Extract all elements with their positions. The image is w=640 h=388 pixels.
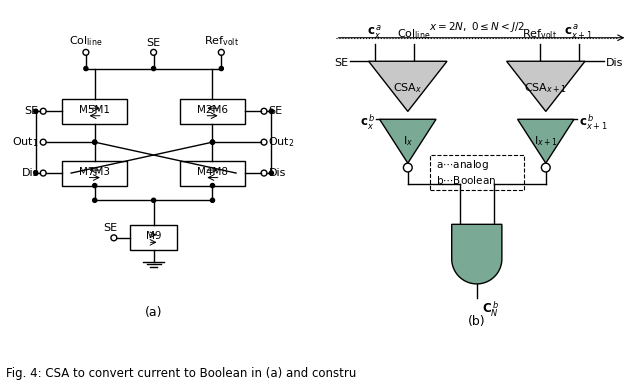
Text: a$\cdots$analog: a$\cdots$analog xyxy=(436,158,489,172)
Text: Dis: Dis xyxy=(605,58,623,68)
Text: Out$_2$: Out$_2$ xyxy=(268,135,295,149)
Text: SE: SE xyxy=(147,38,161,48)
Text: Out$_1$: Out$_1$ xyxy=(12,135,39,149)
Circle shape xyxy=(152,66,156,71)
Text: (b): (b) xyxy=(468,315,486,328)
Circle shape xyxy=(269,109,273,113)
Polygon shape xyxy=(518,119,574,163)
Circle shape xyxy=(93,140,97,144)
Text: Col$_{\rm line}$: Col$_{\rm line}$ xyxy=(397,28,431,42)
Text: $\mathbf{C}_N^{\,b}$: $\mathbf{C}_N^{\,b}$ xyxy=(481,300,499,319)
Text: b$\cdots$Boolean: b$\cdots$Boolean xyxy=(436,174,496,186)
Circle shape xyxy=(93,198,97,203)
Text: SE: SE xyxy=(334,58,348,68)
Text: M2M6: M2M6 xyxy=(197,105,228,115)
Circle shape xyxy=(211,140,214,144)
Text: CSA$_x$: CSA$_x$ xyxy=(393,81,422,95)
Text: $\mathbf{c}_{x+1}^{\,a}$: $\mathbf{c}_{x+1}^{\,a}$ xyxy=(564,24,593,42)
Bar xyxy=(180,99,245,124)
Text: SE: SE xyxy=(103,223,117,232)
Circle shape xyxy=(34,109,38,113)
Circle shape xyxy=(84,66,88,71)
Text: CSA$_{x+1}$: CSA$_{x+1}$ xyxy=(524,81,567,95)
Polygon shape xyxy=(507,61,585,111)
Circle shape xyxy=(93,184,97,188)
Circle shape xyxy=(211,198,214,203)
Text: Fig. 4: CSA to convert current to Boolean in (a) and constru: Fig. 4: CSA to convert current to Boolea… xyxy=(6,367,356,380)
Text: M7M3: M7M3 xyxy=(79,166,110,177)
Circle shape xyxy=(211,184,214,188)
Circle shape xyxy=(220,66,223,71)
Polygon shape xyxy=(369,61,447,111)
Text: $\mathbf{c}_x^{\,a}$: $\mathbf{c}_x^{\,a}$ xyxy=(367,24,382,42)
Text: M4M8: M4M8 xyxy=(197,166,228,177)
Circle shape xyxy=(403,163,412,172)
Bar xyxy=(180,161,245,185)
Text: SE: SE xyxy=(268,106,282,116)
Circle shape xyxy=(93,140,97,144)
Text: I$_x$: I$_x$ xyxy=(403,134,413,148)
Text: SE: SE xyxy=(25,106,39,116)
Text: Ref$_{\rm volt}$: Ref$_{\rm volt}$ xyxy=(522,28,557,42)
Text: Col$_{\rm line}$: Col$_{\rm line}$ xyxy=(69,34,102,48)
Circle shape xyxy=(152,198,156,203)
Text: M9: M9 xyxy=(146,231,161,241)
Text: M5M1: M5M1 xyxy=(79,105,110,115)
Polygon shape xyxy=(380,119,436,163)
Text: $\mathbf{c}_{x+1}^{\,b}$: $\mathbf{c}_{x+1}^{\,b}$ xyxy=(579,113,607,132)
Polygon shape xyxy=(452,224,502,284)
Circle shape xyxy=(541,163,550,172)
Circle shape xyxy=(211,140,214,144)
Text: $x=2N,\ 0 \leq N < J/2$: $x=2N,\ 0 \leq N < J/2$ xyxy=(429,20,525,34)
Text: Dis: Dis xyxy=(268,168,286,178)
Text: (a): (a) xyxy=(145,307,163,319)
Text: Dis: Dis xyxy=(21,168,39,178)
Bar xyxy=(62,161,127,185)
Text: $\mathbf{c}_x^{\,b}$: $\mathbf{c}_x^{\,b}$ xyxy=(360,113,375,132)
Circle shape xyxy=(269,171,273,175)
Bar xyxy=(130,225,177,250)
Bar xyxy=(430,155,524,190)
Text: I$_{x+1}$: I$_{x+1}$ xyxy=(534,134,557,148)
Bar xyxy=(62,99,127,124)
Text: Ref$_{\rm volt}$: Ref$_{\rm volt}$ xyxy=(204,34,239,48)
Circle shape xyxy=(34,171,38,175)
